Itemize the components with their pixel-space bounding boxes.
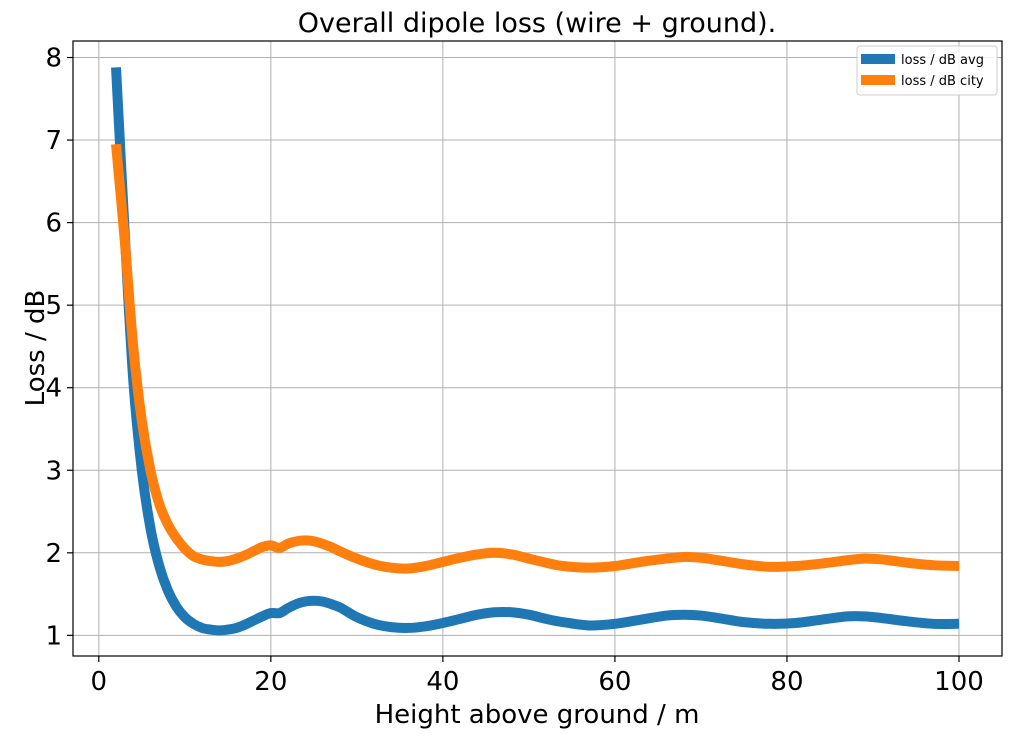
legend-label-city: loss / dB city	[901, 74, 984, 89]
x-tick-label: 100	[934, 667, 984, 697]
x-tick-label: 0	[91, 667, 108, 697]
x-tick-label: 40	[426, 667, 459, 697]
y-tick-label: 8	[45, 44, 62, 74]
legend-label-avg: loss / dB avg	[901, 53, 984, 68]
legend: loss / dB avg loss / dB city	[856, 45, 998, 96]
y-tick-label: 7	[45, 126, 62, 156]
y-tick-label: 5	[45, 291, 62, 321]
y-tick-label: 3	[45, 456, 62, 486]
y-axis-title: Loss / dB	[21, 290, 51, 407]
series-line-loss-avg	[111, 67, 960, 636]
x-tick-label: 60	[598, 667, 631, 697]
x-tick-label: 80	[770, 667, 803, 697]
x-axis-title: Height above ground / m	[375, 700, 700, 730]
plot-frame	[72, 40, 1003, 657]
y-tick-label: 6	[45, 209, 62, 239]
y-tick-label: 1	[45, 621, 62, 651]
series-lines	[111, 67, 960, 636]
y-tick-label: 4	[45, 374, 62, 404]
x-tick-label: 20	[254, 667, 287, 697]
series-line-loss-city	[111, 143, 960, 574]
y-tick-label: 2	[45, 539, 62, 569]
chart-title: Overall dipole loss (wire + ground).	[298, 8, 776, 39]
axis-ticks: 0 20 40 60 80 100 1 2 3 4 5 6 7 8	[45, 44, 983, 697]
grid-lines	[73, 41, 1002, 656]
